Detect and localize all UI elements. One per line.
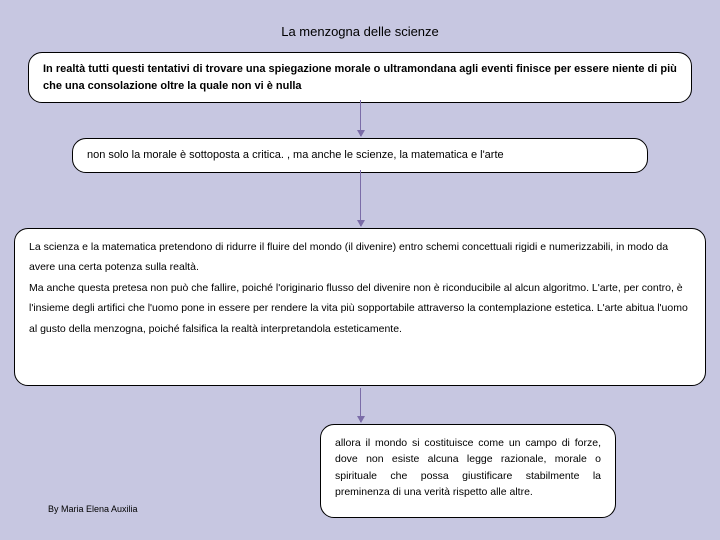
box-science-art: La scienza e la matematica pretendono di… bbox=[14, 228, 706, 386]
arrow-1 bbox=[360, 100, 361, 136]
box-conclusion: allora il mondo si costituisce come un c… bbox=[320, 424, 616, 518]
arrow-3 bbox=[360, 388, 361, 422]
slide-title: La menzogna delle scienze bbox=[0, 24, 720, 39]
slide-canvas: La menzogna delle scienze In realtà tutt… bbox=[0, 0, 720, 540]
box-intro: In realtà tutti questi tentativi di trov… bbox=[28, 52, 692, 103]
arrow-2 bbox=[360, 170, 361, 226]
box-critique: non solo la morale è sottoposta a critic… bbox=[72, 138, 648, 173]
author-credit: By Maria Elena Auxilia bbox=[48, 504, 138, 514]
